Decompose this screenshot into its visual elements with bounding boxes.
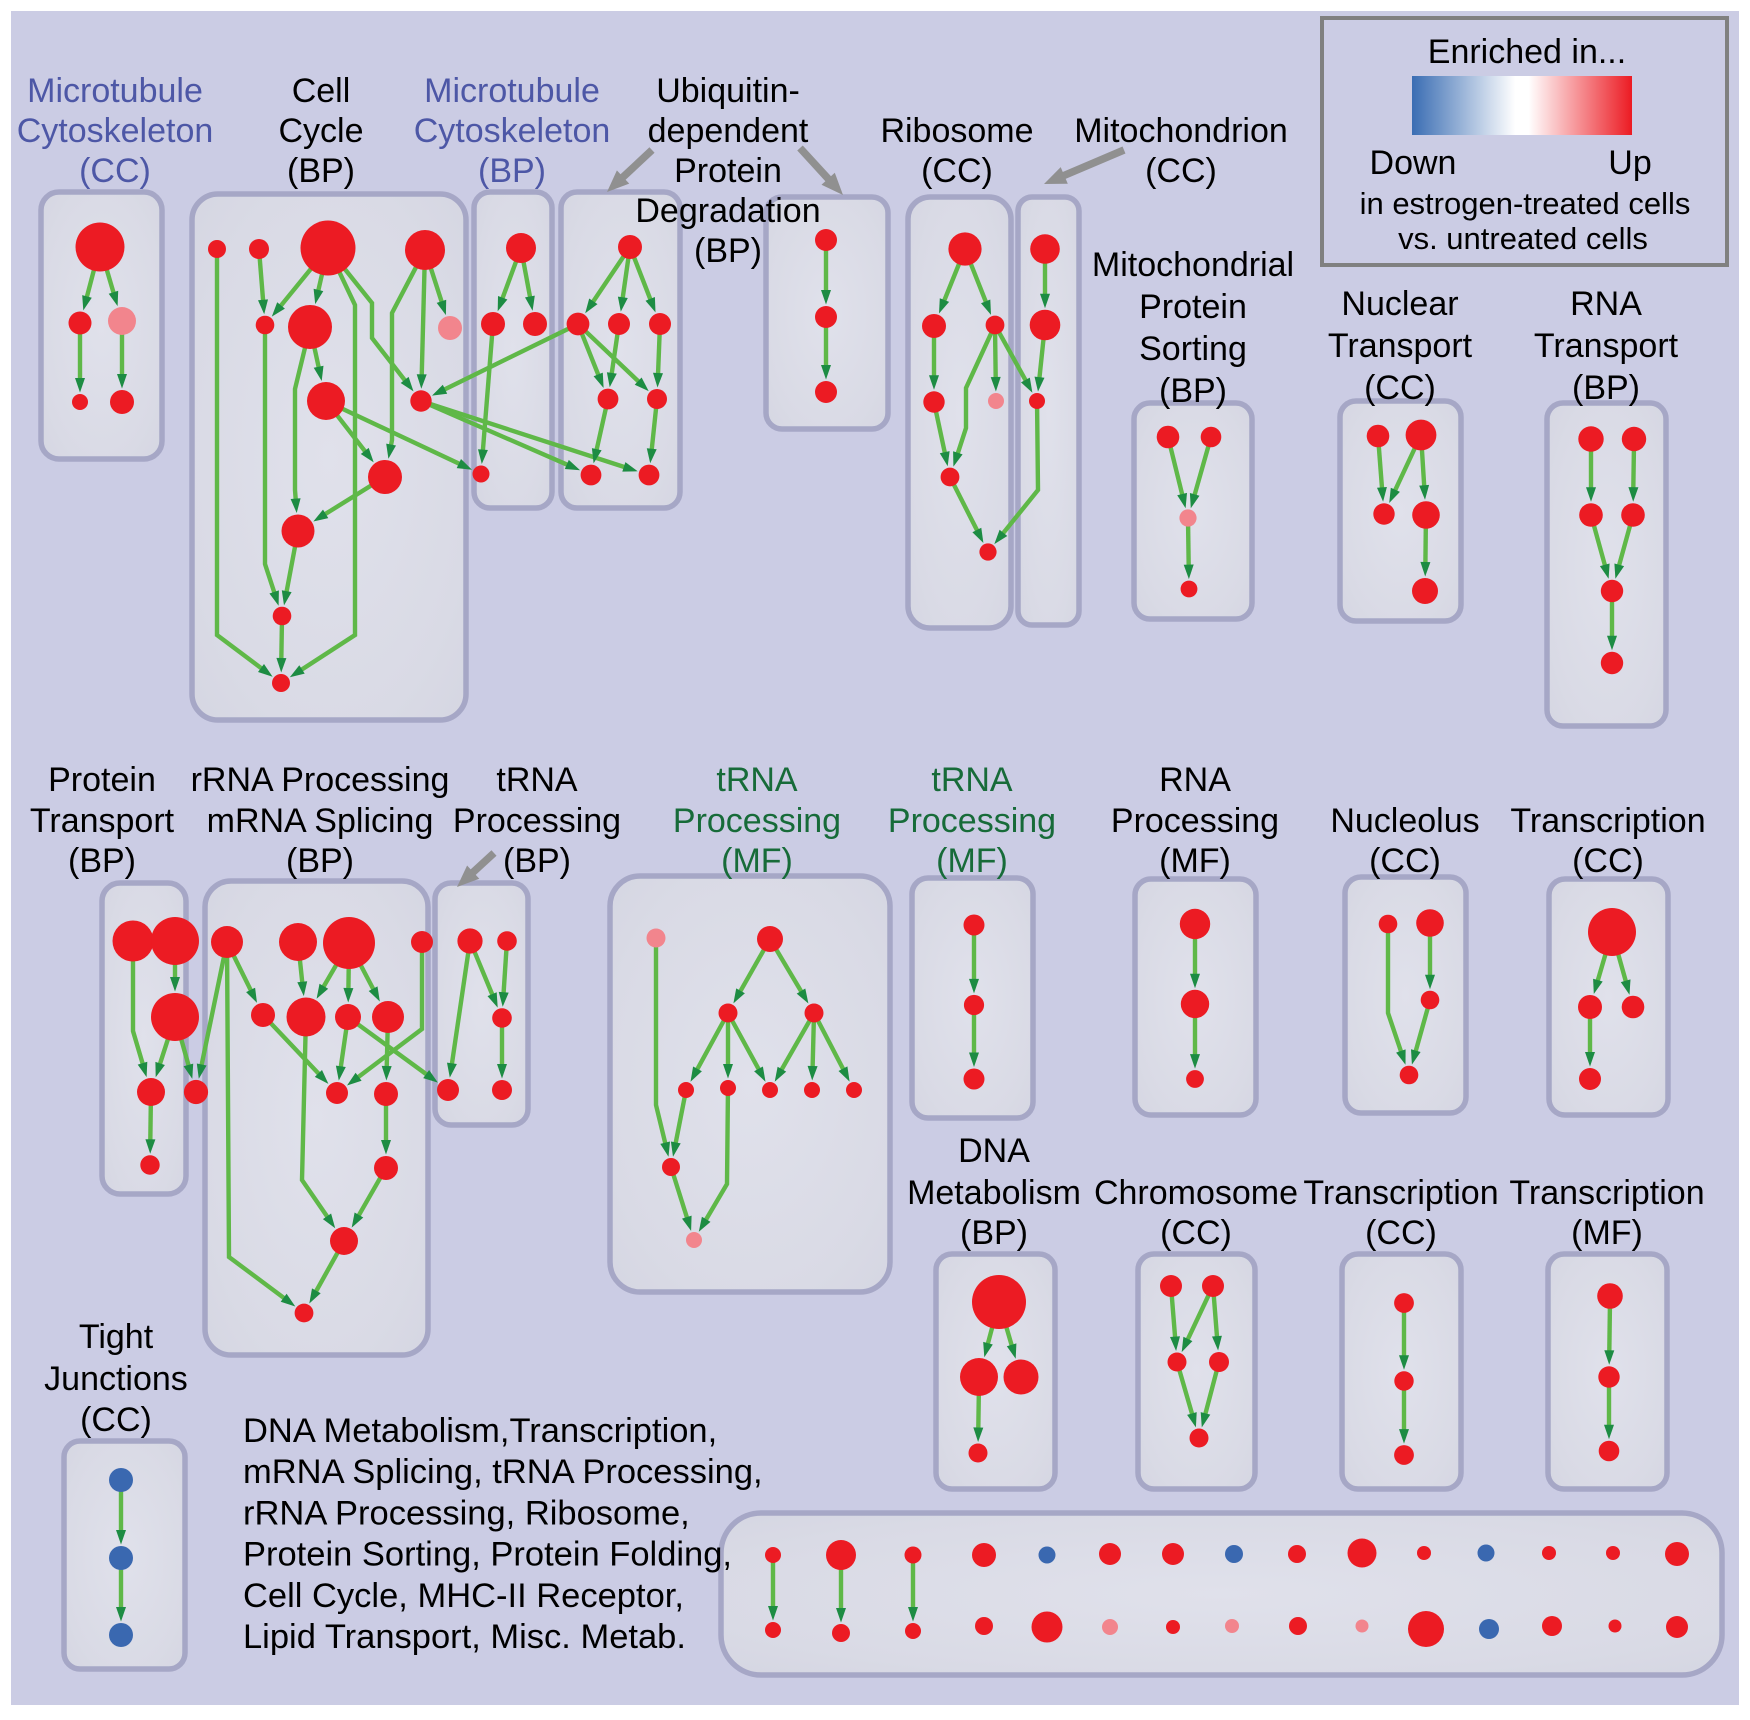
svg-text:Microtubule: Microtubule <box>27 72 203 110</box>
svg-text:Metabolism: Metabolism <box>907 1174 1081 1212</box>
svg-text:DNA: DNA <box>958 1132 1030 1170</box>
svg-text:(CC): (CC) <box>1145 152 1217 190</box>
svg-text:(CC): (CC) <box>1365 1214 1437 1252</box>
svg-text:(BP): (BP) <box>960 1214 1028 1252</box>
svg-text:Down: Down <box>1370 144 1457 182</box>
svg-text:Transport: Transport <box>1534 327 1679 365</box>
svg-text:(CC): (CC) <box>80 1401 152 1439</box>
svg-text:Cytoskeleton: Cytoskeleton <box>17 112 214 150</box>
svg-text:Cycle: Cycle <box>278 112 363 150</box>
svg-text:RNA: RNA <box>1159 761 1231 799</box>
svg-text:(MF): (MF) <box>721 842 793 880</box>
svg-text:Cell: Cell <box>292 72 351 110</box>
svg-text:Lipid Transport, Misc. Metab.: Lipid Transport, Misc. Metab. <box>243 1618 686 1656</box>
svg-text:(BP): (BP) <box>478 152 546 190</box>
svg-text:Transcription: Transcription <box>1510 802 1705 840</box>
svg-text:(MF): (MF) <box>936 842 1008 880</box>
svg-text:Degradation: Degradation <box>635 192 820 230</box>
svg-text:Protein: Protein <box>48 761 156 799</box>
svg-text:(CC): (CC) <box>921 152 993 190</box>
svg-text:Enriched in...: Enriched in... <box>1428 33 1626 71</box>
svg-text:Processing: Processing <box>1111 802 1279 840</box>
svg-text:vs. untreated cells: vs. untreated cells <box>1398 221 1648 256</box>
svg-text:Protein: Protein <box>1139 288 1247 326</box>
svg-text:Processing: Processing <box>673 802 841 840</box>
svg-text:in estrogen-treated cells: in estrogen-treated cells <box>1360 186 1691 221</box>
svg-text:mRNA Splicing, tRNA Processing: mRNA Splicing, tRNA Processing, <box>243 1453 763 1491</box>
svg-text:(BP): (BP) <box>286 842 354 880</box>
svg-text:Chromosome: Chromosome <box>1094 1174 1298 1212</box>
svg-text:Ribosome: Ribosome <box>880 112 1033 150</box>
svg-text:(CC): (CC) <box>1160 1214 1232 1252</box>
svg-text:tRNA: tRNA <box>931 761 1013 799</box>
svg-text:(CC): (CC) <box>1364 369 1436 407</box>
svg-text:Protein Sorting, Protein Foldi: Protein Sorting, Protein Folding, <box>243 1536 732 1574</box>
svg-text:Processing: Processing <box>453 802 621 840</box>
svg-text:DNA Metabolism,Transcription,: DNA Metabolism,Transcription, <box>243 1412 717 1450</box>
svg-text:(BP): (BP) <box>1572 369 1640 407</box>
svg-text:rRNA Processing: rRNA Processing <box>191 761 450 799</box>
svg-text:Transport: Transport <box>30 802 175 840</box>
svg-text:Transcription: Transcription <box>1303 1174 1498 1212</box>
svg-text:(CC): (CC) <box>79 152 151 190</box>
svg-text:Junctions: Junctions <box>44 1360 188 1398</box>
svg-text:Microtubule: Microtubule <box>424 72 600 110</box>
svg-text:(MF): (MF) <box>1159 842 1231 880</box>
svg-text:(CC): (CC) <box>1572 842 1644 880</box>
svg-text:(BP): (BP) <box>1159 372 1227 410</box>
svg-text:Cytoskeleton: Cytoskeleton <box>414 112 611 150</box>
svg-text:(BP): (BP) <box>68 842 136 880</box>
svg-text:Tight: Tight <box>79 1318 154 1356</box>
svg-text:rRNA Processing, Ribosome,: rRNA Processing, Ribosome, <box>243 1494 690 1532</box>
svg-text:Ubiquitin-: Ubiquitin- <box>656 72 800 110</box>
svg-text:mRNA Splicing: mRNA Splicing <box>207 802 434 840</box>
svg-text:tRNA: tRNA <box>496 761 578 799</box>
svg-text:(BP): (BP) <box>503 842 571 880</box>
svg-text:Cell Cycle, MHC-II Receptor,: Cell Cycle, MHC-II Receptor, <box>243 1577 684 1615</box>
svg-text:(CC): (CC) <box>1369 842 1441 880</box>
svg-text:Processing: Processing <box>888 802 1056 840</box>
svg-text:Nucleolus: Nucleolus <box>1330 802 1479 840</box>
svg-text:(BP): (BP) <box>694 232 762 270</box>
svg-text:Up: Up <box>1608 144 1651 182</box>
svg-text:Mitochondrial: Mitochondrial <box>1092 246 1294 284</box>
svg-text:Transport: Transport <box>1328 327 1473 365</box>
svg-text:tRNA: tRNA <box>716 761 798 799</box>
svg-text:Mitochondrion: Mitochondrion <box>1074 112 1288 150</box>
svg-text:(MF): (MF) <box>1571 1214 1643 1252</box>
svg-text:Sorting: Sorting <box>1139 330 1247 368</box>
svg-text:dependent: dependent <box>648 112 809 150</box>
svg-text:Protein: Protein <box>674 152 782 190</box>
svg-text:RNA: RNA <box>1570 285 1642 323</box>
svg-text:Nuclear: Nuclear <box>1341 285 1458 323</box>
svg-text:Transcription: Transcription <box>1509 1174 1704 1212</box>
svg-text:(BP): (BP) <box>287 152 355 190</box>
